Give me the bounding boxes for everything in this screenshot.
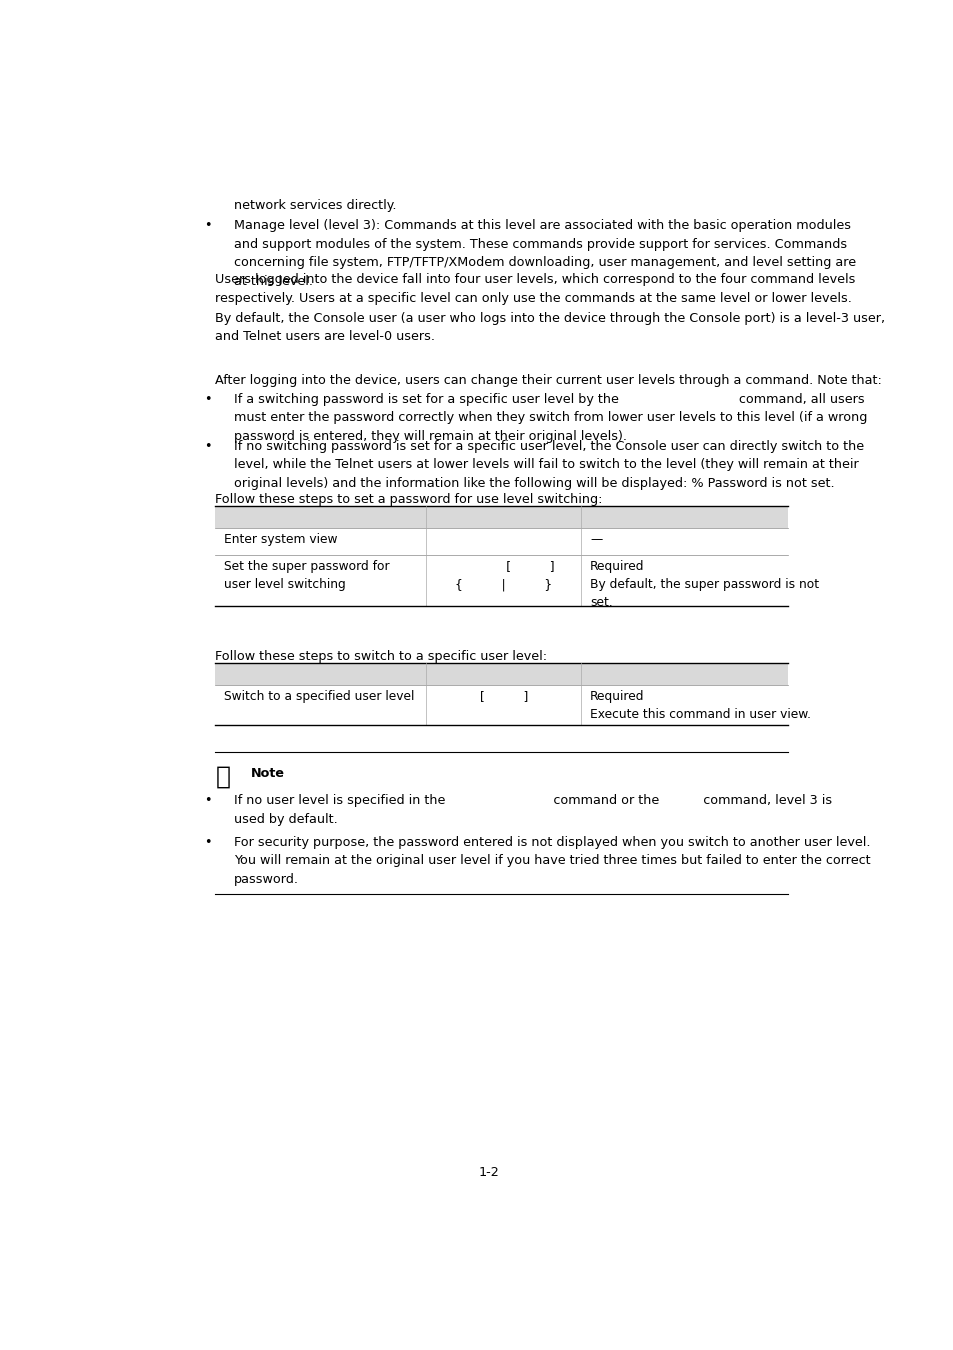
Bar [215, 663, 787, 684]
Text: [          ]
{          |          }: [ ] { | } [452, 560, 555, 591]
Text: Set the super password for
user level switching: Set the super password for user level sw… [224, 560, 390, 591]
Text: For security purpose, the password entered is not displayed when you switch to a: For security purpose, the password enter… [233, 836, 869, 886]
Text: Required
Execute this command in user view.: Required Execute this command in user vi… [590, 690, 810, 721]
Text: After logging into the device, users can change their current user levels throug: After logging into the device, users can… [215, 374, 882, 387]
Text: network services directly.: network services directly. [233, 200, 395, 212]
Text: Enter system view: Enter system view [224, 533, 337, 547]
Text: If a switching password is set for a specific user level by the                 : If a switching password is set for a spe… [233, 393, 866, 443]
Text: —: — [590, 533, 602, 547]
Text: •: • [204, 393, 212, 406]
Bar [215, 506, 787, 528]
Text: 📝: 📝 [215, 765, 230, 788]
Text: •: • [204, 219, 212, 232]
Text: Follow these steps to switch to a specific user level:: Follow these steps to switch to a specif… [215, 649, 547, 663]
Text: Manage level (level 3): Commands at this level are associated with the basic ope: Manage level (level 3): Commands at this… [233, 219, 855, 288]
Text: •: • [204, 440, 212, 452]
Text: If no user level is specified in the                           command or the   : If no user level is specified in the com… [233, 794, 831, 825]
Text: By default, the Console user (a user who logs into the device through the Consol: By default, the Console user (a user who… [215, 312, 884, 343]
Text: •: • [204, 836, 212, 849]
Text: Users logged into the device fall into four user levels, which correspond to the: Users logged into the device fall into f… [215, 273, 855, 305]
Text: Follow these steps to set a password for use level switching:: Follow these steps to set a password for… [215, 493, 602, 505]
Text: Switch to a specified user level: Switch to a specified user level [224, 690, 415, 703]
Text: If no switching password is set for a specific user level, the Console user can : If no switching password is set for a sp… [233, 440, 863, 490]
Text: Required
By default, the super password is not
set.: Required By default, the super password … [590, 560, 819, 609]
Text: •: • [204, 794, 212, 807]
Text: Note: Note [251, 767, 285, 780]
Text: [          ]: [ ] [479, 690, 527, 703]
Text: 1-2: 1-2 [478, 1165, 498, 1179]
